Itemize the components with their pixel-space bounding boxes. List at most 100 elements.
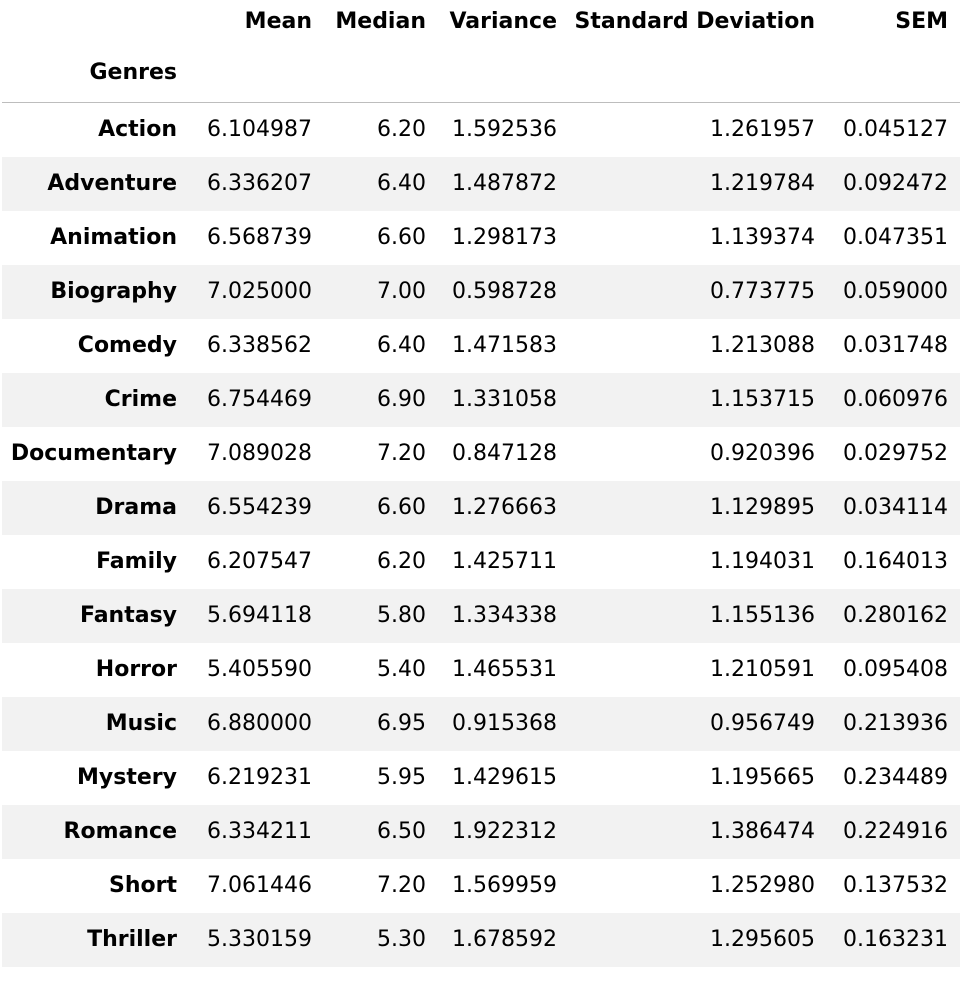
- cell-standard-deviation: 1.252980: [710, 872, 815, 898]
- table-row: Music 6.880000 6.95 0.915368 0.956749 0.21393…: [2, 696, 960, 751]
- cell-median: 6.40: [377, 332, 426, 358]
- cell-standard-deviation: 0.920396: [710, 440, 815, 466]
- cell-median: 6.40: [377, 170, 426, 196]
- cell-standard-deviation: 1.155136: [710, 602, 815, 628]
- table-row: Fantasy 5.694118 5.80 1.334338 1.155136 0.280…: [2, 588, 960, 643]
- cell-sem: 0.060976: [843, 386, 948, 412]
- cell-sem: 0.047351: [843, 224, 948, 250]
- cell-standard-deviation: 1.261957: [710, 116, 815, 142]
- column-header-sem: SEM: [895, 9, 948, 34]
- row-label-genre: Adventure: [47, 170, 177, 196]
- cell-variance: 1.569959: [452, 872, 557, 898]
- table-body: Action 6.104987 6.20 1.592536 1.261957 0.0451…: [2, 102, 960, 967]
- cell-variance: 0.847128: [452, 440, 557, 466]
- cell-mean: 7.061446: [207, 872, 312, 898]
- cell-sem: 0.163231: [843, 926, 948, 952]
- cell-mean: 6.880000: [207, 710, 312, 736]
- cell-sem: 0.045127: [843, 116, 948, 142]
- cell-mean: 6.338562: [207, 332, 312, 358]
- table-row: Documentary 7.089028 7.20 0.847128 0.920396 0…: [2, 426, 960, 481]
- cell-median: 5.30: [377, 926, 426, 952]
- cell-sem: 0.234489: [843, 764, 948, 790]
- cell-standard-deviation: 1.194031: [710, 548, 815, 574]
- index-row-spacer-2: [322, 44, 436, 103]
- row-label-genre: Music: [105, 710, 177, 736]
- cell-mean: 5.694118: [207, 602, 312, 628]
- index-row-spacer-5: [825, 44, 960, 103]
- row-label-genre: Comedy: [77, 332, 177, 358]
- cell-mean: 6.754469: [207, 386, 312, 412]
- cell-median: 6.50: [377, 818, 426, 844]
- row-label-genre: Drama: [95, 494, 177, 520]
- cell-median: 7.00: [377, 278, 426, 304]
- table-row: Adventure 6.336207 6.40 1.487872 1.219784 0.0…: [2, 156, 960, 211]
- cell-sem: 0.029752: [843, 440, 948, 466]
- cell-sem: 0.280162: [843, 602, 948, 628]
- cell-variance: 1.592536: [452, 116, 557, 142]
- index-row-spacer-3: [436, 44, 567, 103]
- cell-variance: 1.678592: [452, 926, 557, 952]
- table-row: Thriller 5.330159 5.30 1.678592 1.295605 0.16…: [2, 912, 960, 967]
- cell-variance: 1.487872: [452, 170, 557, 196]
- row-label-genre: Romance: [63, 818, 177, 844]
- cell-median: 5.80: [377, 602, 426, 628]
- cell-sem: 0.059000: [843, 278, 948, 304]
- cell-mean: 5.330159: [207, 926, 312, 952]
- cell-variance: 1.425711: [452, 548, 557, 574]
- table-row: Short 7.061446 7.20 1.569959 1.252980 0.13753…: [2, 858, 960, 913]
- cell-median: 6.95: [377, 710, 426, 736]
- cell-sem: 0.164013: [843, 548, 948, 574]
- cell-variance: 1.429615: [452, 764, 557, 790]
- cell-sem: 0.224916: [843, 818, 948, 844]
- row-label-genre: Horror: [95, 656, 177, 682]
- cell-variance: 1.922312: [452, 818, 557, 844]
- cell-median: 6.20: [377, 548, 426, 574]
- cell-sem: 0.034114: [843, 494, 948, 520]
- row-label-genre: Action: [98, 116, 177, 142]
- cell-median: 7.20: [377, 440, 426, 466]
- cell-median: 6.60: [377, 224, 426, 250]
- row-label-genre: Documentary: [10, 440, 177, 466]
- cell-sem: 0.092472: [843, 170, 948, 196]
- cell-variance: 0.915368: [452, 710, 557, 736]
- cell-median: 6.20: [377, 116, 426, 142]
- cell-mean: 5.405590: [207, 656, 312, 682]
- column-header-standard-deviation: Standard Deviation: [574, 9, 815, 34]
- table-row: Biography 7.025000 7.00 0.598728 0.773775 0.0…: [2, 264, 960, 319]
- cell-mean: 7.089028: [207, 440, 312, 466]
- cell-standard-deviation: 1.213088: [710, 332, 815, 358]
- index-row-spacer-4: [567, 44, 825, 103]
- header-blank: [2, 0, 187, 44]
- cell-mean: 6.554239: [207, 494, 312, 520]
- cell-median: 6.90: [377, 386, 426, 412]
- row-label-genre: Thriller: [87, 926, 177, 952]
- table-row: Comedy 6.338562 6.40 1.471583 1.213088 0.0317…: [2, 318, 960, 373]
- cell-variance: 1.331058: [452, 386, 557, 412]
- cell-standard-deviation: 1.139374: [710, 224, 815, 250]
- cell-variance: 1.471583: [452, 332, 557, 358]
- column-header-row: Mean Median Variance Standard Deviation …: [2, 0, 960, 44]
- cell-standard-deviation: 1.219784: [710, 170, 815, 196]
- table-row: Crime 6.754469 6.90 1.331058 1.153715 0.06097…: [2, 372, 960, 427]
- cell-variance: 1.334338: [452, 602, 557, 628]
- cell-median: 5.40: [377, 656, 426, 682]
- cell-sem: 0.031748: [843, 332, 948, 358]
- cell-variance: 1.298173: [452, 224, 557, 250]
- cell-median: 6.60: [377, 494, 426, 520]
- index-name-genres: Genres: [2, 44, 187, 103]
- row-label-genre: Mystery: [77, 764, 177, 790]
- cell-standard-deviation: 1.386474: [710, 818, 815, 844]
- row-label-genre: Fantasy: [79, 602, 177, 628]
- cell-variance: 1.276663: [452, 494, 557, 520]
- row-label-genre: Biography: [50, 278, 177, 304]
- table-row: Romance 6.334211 6.50 1.922312 1.386474 0.224…: [2, 804, 960, 859]
- table-row: Horror 5.405590 5.40 1.465531 1.210591 0.0954…: [2, 642, 960, 697]
- table-row: Family 6.207547 6.20 1.425711 1.194031 0.1640…: [2, 534, 960, 589]
- cell-standard-deviation: 1.195665: [710, 764, 815, 790]
- cell-standard-deviation: 1.210591: [710, 656, 815, 682]
- cell-mean: 7.025000: [207, 278, 312, 304]
- cell-standard-deviation: 0.773775: [710, 278, 815, 304]
- column-header-variance: Variance: [449, 9, 557, 34]
- table-row: Drama 6.554239 6.60 1.276663 1.129895 0.03411…: [2, 480, 960, 535]
- table-header: Mean Median Variance Standard Deviation …: [2, 0, 960, 103]
